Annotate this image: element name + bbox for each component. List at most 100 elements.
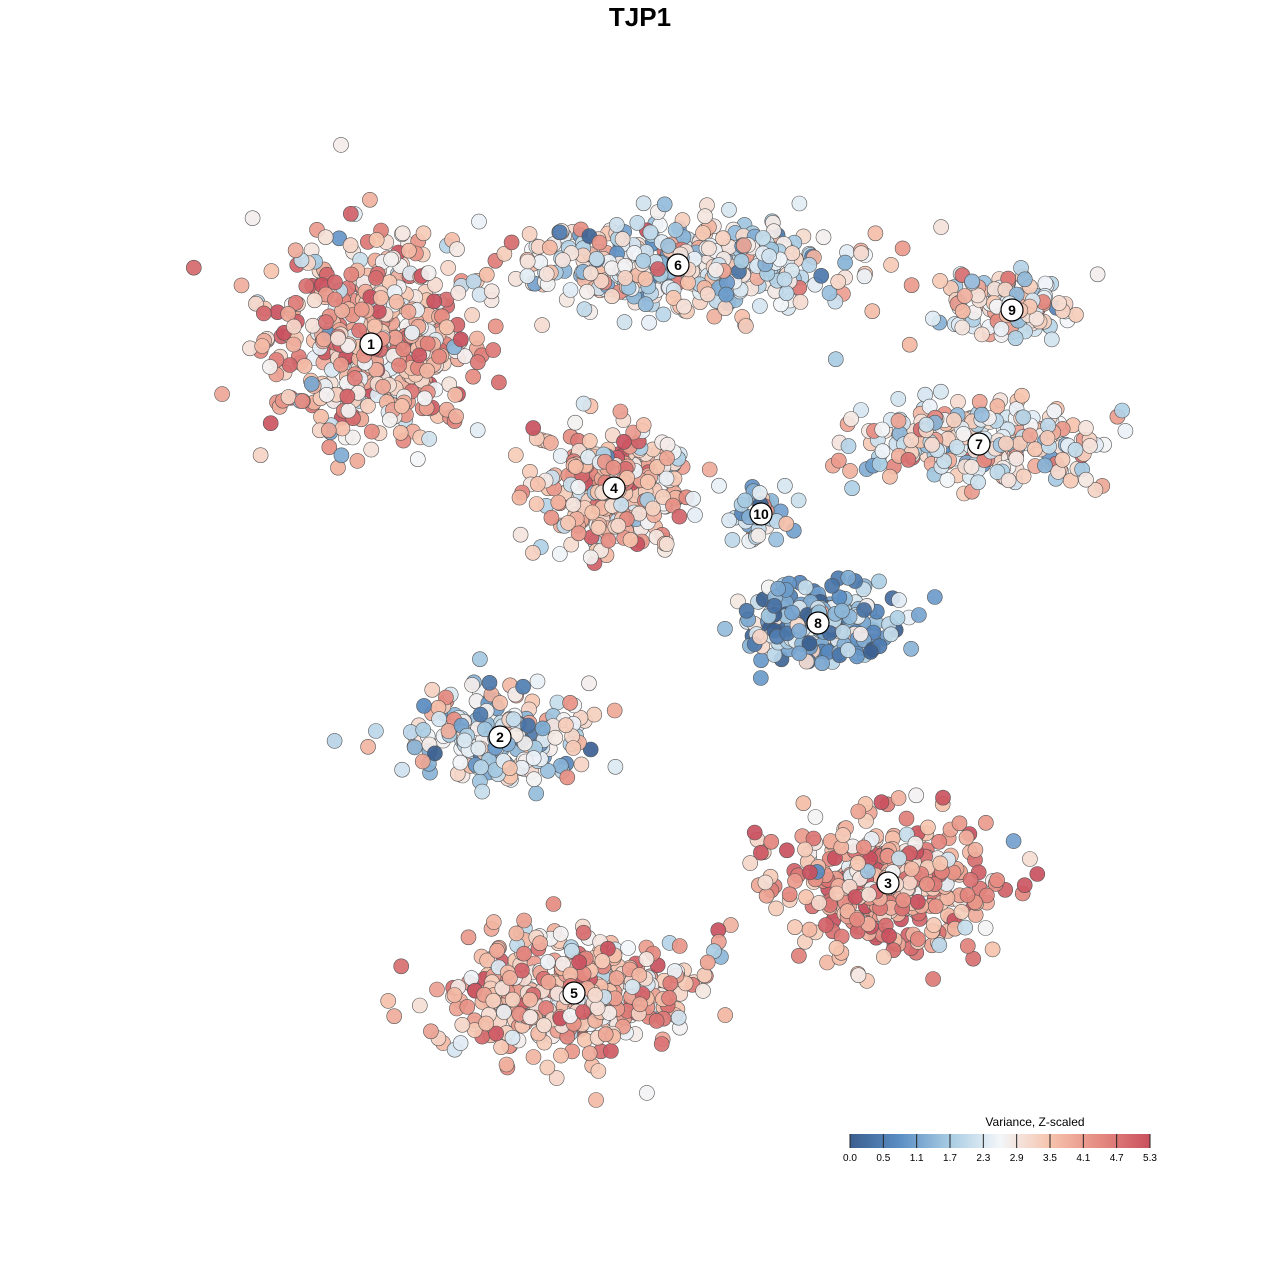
cluster-label-4: 4 xyxy=(602,476,626,500)
data-point xyxy=(503,234,520,251)
data-point xyxy=(908,787,925,804)
data-point xyxy=(604,260,620,277)
data-point xyxy=(360,738,376,755)
data-point xyxy=(515,678,531,695)
data-point xyxy=(830,452,847,469)
data-point xyxy=(1082,438,1098,454)
cluster-label-text: 7 xyxy=(975,436,983,452)
data-point xyxy=(1017,271,1033,288)
data-point xyxy=(334,420,351,437)
data-point xyxy=(507,447,524,463)
data-point xyxy=(890,790,907,806)
data-point xyxy=(287,294,304,311)
data-point xyxy=(373,290,389,306)
data-point xyxy=(525,1049,542,1065)
data-point xyxy=(811,895,827,911)
data-point xyxy=(333,447,350,464)
data-point xyxy=(305,317,321,334)
data-point xyxy=(287,242,304,259)
data-point xyxy=(360,398,376,414)
data-point xyxy=(368,270,384,286)
data-point xyxy=(830,273,847,290)
data-point xyxy=(1054,451,1071,468)
data-point xyxy=(970,474,986,491)
data-point xyxy=(469,422,486,439)
data-point xyxy=(853,245,870,261)
data-point xyxy=(326,733,343,749)
data-point xyxy=(342,206,359,222)
data-point xyxy=(632,996,648,1013)
data-point xyxy=(1022,427,1038,444)
data-point xyxy=(285,336,302,353)
data-point xyxy=(528,496,545,512)
data-point xyxy=(889,610,906,626)
data-point xyxy=(1037,457,1053,474)
data-point xyxy=(526,771,542,788)
data-point xyxy=(492,695,508,711)
data-point xyxy=(638,951,655,968)
legend-tick-label: 4.1 xyxy=(1076,1153,1090,1164)
data-point xyxy=(448,408,464,425)
data-point xyxy=(791,195,808,212)
data-point xyxy=(978,814,994,831)
data-point xyxy=(881,927,897,944)
data-point xyxy=(957,919,974,936)
data-point xyxy=(867,225,884,242)
data-point xyxy=(699,286,716,303)
data-point xyxy=(446,987,463,1003)
data-point xyxy=(409,451,426,468)
data-point xyxy=(605,459,622,476)
data-point xyxy=(919,876,935,893)
data-point xyxy=(855,839,872,856)
data-point xyxy=(469,330,485,347)
data-point xyxy=(538,266,555,282)
data-point xyxy=(662,975,679,992)
data-point xyxy=(954,303,971,320)
data-point xyxy=(244,210,261,226)
data-point xyxy=(545,896,562,912)
data-point xyxy=(697,208,713,224)
data-point xyxy=(423,1023,439,1040)
data-point xyxy=(939,472,956,488)
data-point xyxy=(871,573,887,590)
data-point xyxy=(327,291,343,308)
data-point xyxy=(392,424,409,441)
data-point xyxy=(362,192,378,208)
data-point xyxy=(411,997,428,1014)
data-point xyxy=(696,967,713,984)
data-point xyxy=(366,318,383,335)
data-point xyxy=(699,954,716,971)
cluster-label-text: 10 xyxy=(753,506,769,522)
legend-tick-label: 1.7 xyxy=(943,1153,957,1164)
data-point xyxy=(874,421,891,438)
data-point xyxy=(653,1036,670,1052)
data-point xyxy=(393,958,410,975)
data-point xyxy=(742,855,759,871)
data-point xyxy=(642,224,659,241)
data-point xyxy=(610,517,627,534)
data-point xyxy=(470,740,487,757)
data-point xyxy=(363,441,380,458)
data-point xyxy=(388,293,405,310)
data-point xyxy=(835,827,851,843)
data-point xyxy=(856,268,873,285)
cluster-label-8: 8 xyxy=(806,611,830,635)
data-point xyxy=(797,841,813,858)
data-point xyxy=(416,390,433,407)
data-point xyxy=(635,253,652,269)
data-point xyxy=(635,417,652,433)
data-point xyxy=(214,386,230,402)
data-point xyxy=(521,226,538,242)
data-point xyxy=(989,872,1005,889)
data-point xyxy=(687,507,703,523)
data-point xyxy=(579,283,595,300)
data-point xyxy=(685,490,701,507)
data-point xyxy=(320,422,337,439)
data-point xyxy=(333,356,349,373)
data-point xyxy=(620,940,636,956)
data-point xyxy=(424,681,441,698)
data-point xyxy=(255,305,272,322)
data-point xyxy=(882,468,898,485)
data-point xyxy=(411,347,428,364)
data-point xyxy=(671,938,688,954)
